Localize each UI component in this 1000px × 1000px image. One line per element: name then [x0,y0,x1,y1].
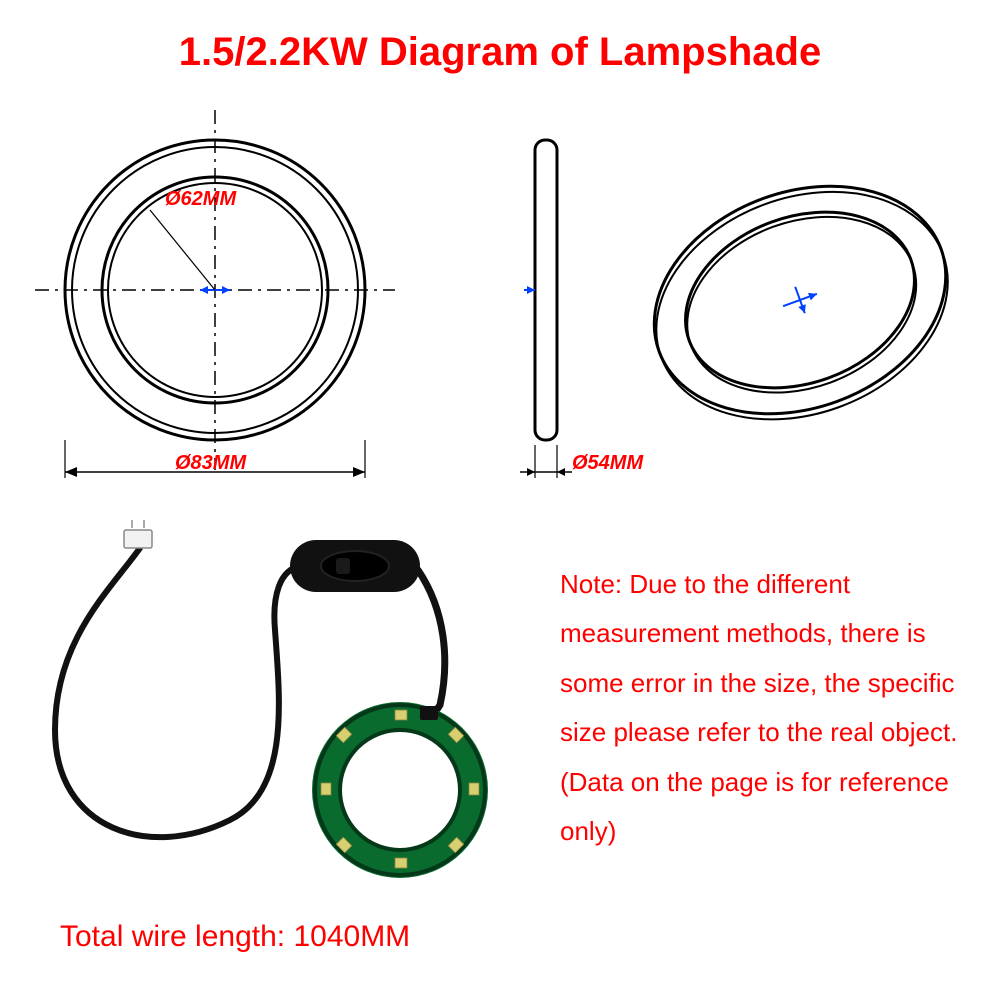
note-text: Note: Due to the different measurement m… [560,560,960,856]
connector-icon [124,520,152,548]
led-ring-icon [312,702,488,878]
front-view [35,110,395,478]
wire-assembly [55,520,488,878]
iso-view [622,147,980,458]
switch-icon [290,540,420,592]
dim-side-label: Ø54MM [572,452,643,475]
dim-outer-label: Ø83MM [175,452,246,475]
side-view [520,140,572,478]
dim-inner-label: Ø62MM [165,188,236,211]
wire-length-label: Total wire length: 1040MM [60,920,410,954]
